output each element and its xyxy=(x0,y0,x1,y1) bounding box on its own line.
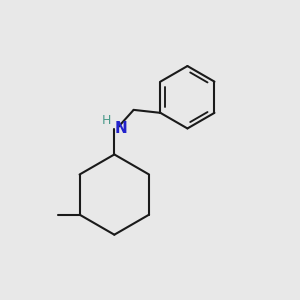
Text: N: N xyxy=(115,121,127,136)
Text: H: H xyxy=(101,114,111,128)
